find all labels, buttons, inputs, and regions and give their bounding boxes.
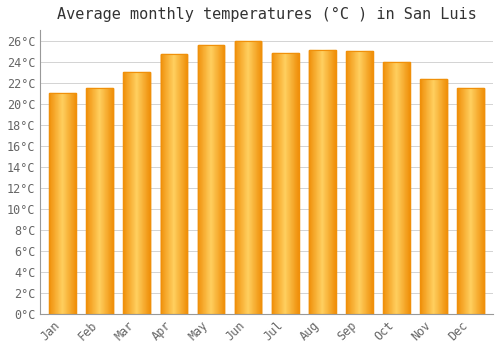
Bar: [49, 93, 76, 314]
Bar: [458, 88, 484, 314]
Bar: [272, 53, 298, 314]
Bar: [346, 51, 373, 314]
Bar: [420, 79, 447, 314]
Bar: [235, 41, 262, 314]
Bar: [86, 88, 113, 314]
Bar: [383, 62, 410, 314]
Title: Average monthly temperatures (°C ) in San Luis: Average monthly temperatures (°C ) in Sa…: [57, 7, 476, 22]
Bar: [124, 72, 150, 314]
Bar: [309, 50, 336, 314]
Bar: [198, 45, 224, 314]
Bar: [160, 54, 188, 314]
